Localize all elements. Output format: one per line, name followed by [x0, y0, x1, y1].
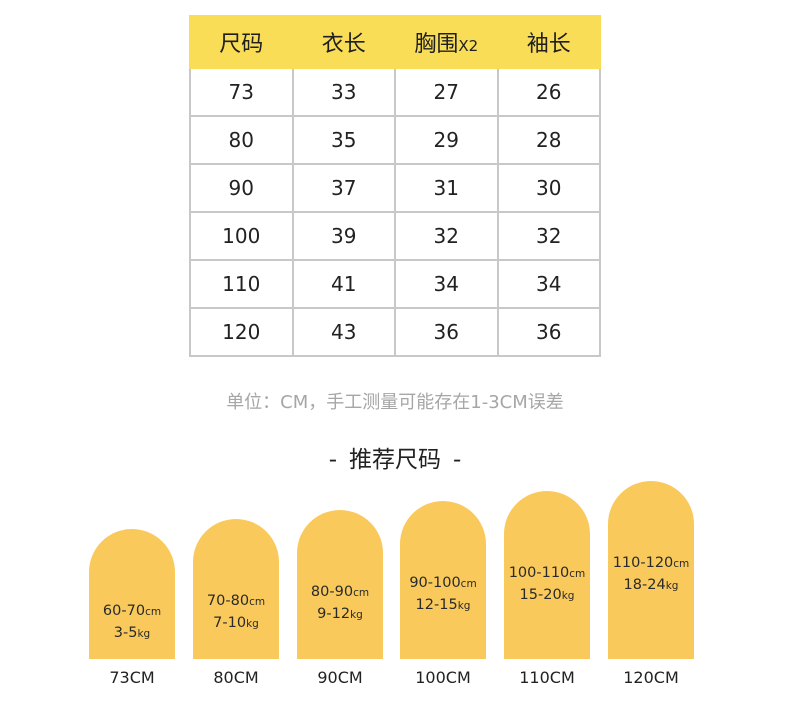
bar-info: 80-90cm 9-12kg [297, 582, 383, 626]
recommend-bar-110: 100-110cm 15-20kg [504, 491, 590, 659]
cell-sleeve: 34 [496, 259, 601, 309]
table-row: 100 39 32 32 [189, 211, 601, 261]
cell-size: 73 [189, 67, 294, 117]
cell-chest: 36 [394, 307, 499, 357]
cell-sleeve: 30 [496, 163, 601, 213]
height-unit: cm [673, 558, 690, 570]
bar-info: 70-80cm 7-10kg [193, 591, 279, 635]
weight-range: 7-10 [213, 615, 247, 631]
size-label-100: 100CM [415, 668, 471, 687]
title-text: 推荐尺码 [349, 447, 441, 473]
size-label-110: 110CM [519, 668, 575, 687]
cell-chest: 29 [394, 115, 499, 165]
cell-sleeve: 32 [496, 211, 601, 261]
height-unit: cm [460, 578, 477, 590]
cell-length: 35 [291, 115, 396, 165]
bar-info: 90-100cm 12-15kg [400, 573, 486, 617]
height-unit: cm [569, 568, 586, 580]
header-sleeve: 袖长 [496, 15, 601, 69]
table-row: 120 43 36 36 [189, 307, 601, 357]
weight-range: 3-5 [113, 625, 138, 641]
cell-length: 33 [291, 67, 396, 117]
recommend-bar-80: 70-80cm 7-10kg [193, 519, 279, 659]
weight-range: 9-12 [317, 606, 351, 622]
measurement-note: 单位：CM，手工测量可能存在1-3CM误差 [226, 392, 564, 413]
cell-chest: 27 [394, 67, 499, 117]
cell-length: 39 [291, 211, 396, 261]
height-range: 60-70 [102, 603, 146, 619]
table-row: 80 35 29 28 [189, 115, 601, 165]
weight-unit: kg [137, 628, 151, 640]
height-unit: cm [249, 596, 266, 608]
size-label-90: 90CM [317, 668, 363, 687]
recommended-size-title: - 推荐尺码 - [0, 440, 790, 474]
cell-chest: 34 [394, 259, 499, 309]
weight-unit: kg [350, 609, 363, 621]
recommend-bar-90: 80-90cm 9-12kg [297, 510, 383, 659]
cell-sleeve: 28 [496, 115, 601, 165]
height-range: 100-110 [508, 565, 570, 581]
table-row: 110 41 34 34 [189, 259, 601, 309]
height-range: 90-100 [409, 575, 461, 591]
cell-sleeve: 36 [496, 307, 601, 357]
weight-unit: kg [561, 590, 575, 602]
cell-length: 37 [291, 163, 396, 213]
cell-chest: 31 [394, 163, 499, 213]
header-size: 尺码 [189, 15, 294, 69]
height-range: 110-120 [612, 555, 674, 571]
height-unit: cm [145, 606, 162, 618]
cell-size: 110 [189, 259, 294, 309]
cell-length: 43 [291, 307, 396, 357]
header-chest: 胸围X2 [394, 15, 499, 69]
height-unit: cm [353, 587, 370, 599]
recommend-bar-120: 110-120cm 18-24kg [608, 481, 694, 659]
size-label-73: 73CM [109, 668, 155, 687]
weight-range: 18-24 [623, 577, 666, 593]
cell-size: 120 [189, 307, 294, 357]
table-header-row: 尺码 衣长 胸围X2 袖长 [189, 15, 601, 69]
cell-length: 41 [291, 259, 396, 309]
size-label-120: 120CM [623, 668, 679, 687]
weight-unit: kg [246, 618, 259, 630]
title-dash-left: - [328, 447, 337, 473]
cell-size: 100 [189, 211, 294, 261]
height-range: 70-80 [206, 593, 250, 609]
cell-sleeve: 26 [496, 67, 601, 117]
bar-info: 60-70cm 3-5kg [89, 601, 175, 645]
bar-info: 100-110cm 15-20kg [504, 563, 590, 607]
cell-size: 80 [189, 115, 294, 165]
header-length: 衣长 [291, 15, 396, 69]
size-chart-table: 尺码 衣长 胸围X2 袖长 73 33 27 26 80 35 29 28 90… [189, 15, 601, 357]
table-row: 73 33 27 26 [189, 67, 601, 117]
weight-range: 12-15 [415, 597, 458, 613]
size-label-80: 80CM [213, 668, 259, 687]
title-dash-right: - [453, 447, 462, 473]
weight-unit: kg [665, 580, 679, 592]
weight-range: 15-20 [519, 587, 562, 603]
cell-size: 90 [189, 163, 294, 213]
recommend-bar-73: 60-70cm 3-5kg [89, 529, 175, 659]
bar-info: 110-120cm 18-24kg [608, 553, 694, 597]
weight-unit: kg [457, 600, 471, 612]
recommend-bar-100: 90-100cm 12-15kg [400, 501, 486, 659]
cell-chest: 32 [394, 211, 499, 261]
table-row: 90 37 31 30 [189, 163, 601, 213]
height-range: 80-90 [310, 584, 354, 600]
